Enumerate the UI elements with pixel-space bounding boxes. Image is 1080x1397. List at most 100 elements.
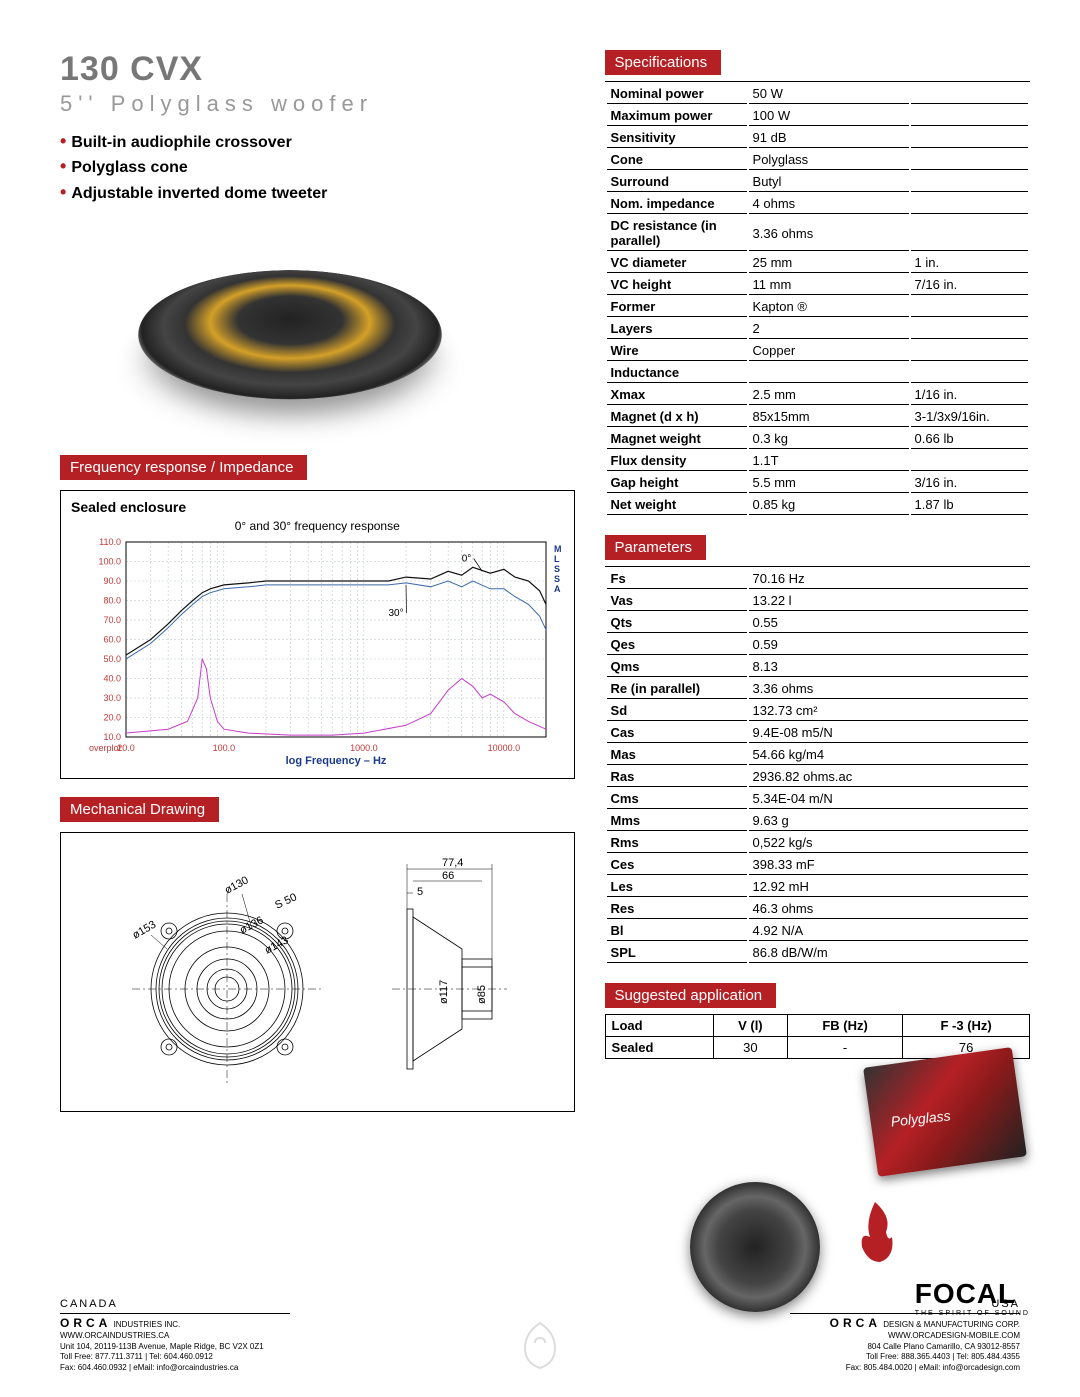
- param-label: Ras: [607, 767, 747, 787]
- svg-text:30.0: 30.0: [103, 693, 121, 703]
- footer-sub: DESIGN & MANUFACTURING CORP.: [883, 1320, 1020, 1329]
- svg-text:77,4: 77,4: [442, 857, 463, 869]
- table-row: Flux density1.1T: [607, 451, 1028, 471]
- svg-text:L: L: [554, 554, 560, 564]
- mech-section-label: Mechanical Drawing: [60, 797, 219, 822]
- spec-label: Magnet (d x h): [607, 407, 747, 427]
- spec-value: 5.5 mm: [749, 473, 909, 493]
- param-label: Ces: [607, 855, 747, 875]
- param-label: Rms: [607, 833, 747, 853]
- spec-value: 11 mm: [749, 275, 909, 295]
- footer-line: 804 Calle Plano Camarillo, CA 93012-8557: [867, 1342, 1020, 1351]
- spec-value-alt: [911, 451, 1028, 471]
- svg-text:5: 5: [417, 886, 423, 898]
- param-value: 132.73 cm²: [749, 701, 1028, 721]
- spec-value-alt: 0.66 lb: [911, 429, 1028, 449]
- spec-label: Flux density: [607, 451, 747, 471]
- spec-value-alt: 3/16 in.: [911, 473, 1028, 493]
- spec-value-alt: [911, 84, 1028, 104]
- svg-text:66: 66: [442, 870, 454, 882]
- footer-usa: USA ORCA DESIGN & MANUFACTURING CORP. WW…: [790, 1297, 1020, 1373]
- spec-label: Layers: [607, 319, 747, 339]
- app-header: Load: [605, 1015, 713, 1037]
- application-table: Load V (l) FB (Hz) F -3 (Hz) Sealed 30 -…: [605, 1014, 1030, 1059]
- svg-text:ø136: ø136: [238, 914, 266, 936]
- table-row: Sensitivity91 dB: [607, 128, 1028, 148]
- spec-value-alt: 3-1/3x9/16in.: [911, 407, 1028, 427]
- svg-text:70.0: 70.0: [103, 615, 121, 625]
- chart-subtitle: 0° and 30° frequency response: [71, 519, 564, 533]
- spec-label: Cone: [607, 150, 747, 170]
- specifications-table: Nominal power50 WMaximum power100 WSensi…: [605, 81, 1030, 517]
- param-value: 12.92 mH: [749, 877, 1028, 897]
- table-row: WireCopper: [607, 341, 1028, 361]
- param-value: 9.63 g: [749, 811, 1028, 831]
- svg-text:1000.0: 1000.0: [350, 743, 378, 753]
- table-row: Qms8.13: [607, 657, 1028, 677]
- spec-value-alt: 1.87 lb: [911, 495, 1028, 515]
- param-value: 4.92 N/A: [749, 921, 1028, 941]
- spec-value: 0.85 kg: [749, 495, 909, 515]
- spec-label: VC height: [607, 275, 747, 295]
- table-row: Nom. impedance4 ohms: [607, 194, 1028, 214]
- param-label: Re (in parallel): [607, 679, 747, 699]
- svg-text:log Frequency – Hz: log Frequency – Hz: [286, 755, 387, 767]
- spec-label: Former: [607, 297, 747, 317]
- param-label: Vas: [607, 591, 747, 611]
- product-title: 130 CVX: [60, 50, 575, 89]
- table-row: Magnet weight0.3 kg0.66 lb: [607, 429, 1028, 449]
- param-value: 3.36 ohms: [749, 679, 1028, 699]
- svg-text:100.0: 100.0: [213, 743, 236, 753]
- spec-value-alt: [911, 194, 1028, 214]
- param-value: 46.3 ohms: [749, 899, 1028, 919]
- footer-line: Toll Free: 877.711.3711 | Tel: 604.460.0…: [60, 1352, 213, 1361]
- table-row: SPL86.8 dB/W/m: [607, 943, 1028, 963]
- table-row: Res46.3 ohms: [607, 899, 1028, 919]
- spec-value: Kapton ®: [749, 297, 909, 317]
- svg-text:60.0: 60.0: [103, 635, 121, 645]
- param-value: 70.16 Hz: [749, 569, 1028, 589]
- spec-value: 2: [749, 319, 909, 339]
- table-row: DC resistance (in parallel)3.36 ohms: [607, 216, 1028, 251]
- table-row: Layers2: [607, 319, 1028, 339]
- freq-section-label: Frequency response / Impedance: [60, 455, 307, 480]
- spec-label: Magnet weight: [607, 429, 747, 449]
- spec-value: 25 mm: [749, 253, 909, 273]
- bullet-item: Polyglass cone: [60, 154, 575, 179]
- svg-text:overplot: overplot: [89, 743, 122, 753]
- spec-value: 1.1T: [749, 451, 909, 471]
- svg-text:ø117: ø117: [438, 980, 450, 1004]
- svg-text:S: S: [554, 574, 560, 584]
- app-section-label: Suggested application: [605, 983, 777, 1008]
- table-row: Rms0,522 kg/s: [607, 833, 1028, 853]
- footer-brand: ORCA: [60, 1316, 111, 1330]
- freq-chart: 10.020.030.040.050.060.070.080.090.0100.…: [71, 537, 564, 772]
- spec-value: 85x15mm: [749, 407, 909, 427]
- param-value: 54.66 kg/m4: [749, 745, 1028, 765]
- svg-text:90.0: 90.0: [103, 576, 121, 586]
- param-label: Fs: [607, 569, 747, 589]
- spec-value: 0.3 kg: [749, 429, 909, 449]
- table-row: Cas9.4E-08 m5/N: [607, 723, 1028, 743]
- spec-value: 100 W: [749, 106, 909, 126]
- param-label: Sd: [607, 701, 747, 721]
- svg-text:10.0: 10.0: [103, 732, 121, 742]
- table-row: Nominal power50 W: [607, 84, 1028, 104]
- footer-line: Fax: 604.460.0932 | eMail: info@orcaindu…: [60, 1363, 238, 1372]
- app-header: FB (Hz): [787, 1015, 902, 1037]
- footer-country: USA: [790, 1297, 1020, 1314]
- chart-enclosure-title: Sealed enclosure: [71, 499, 564, 515]
- table-row: Ras2936.82 ohms.ac: [607, 767, 1028, 787]
- app-cell: Sealed: [605, 1037, 713, 1059]
- param-value: 13.22 l: [749, 591, 1028, 611]
- footer-brand: ORCA: [830, 1316, 881, 1330]
- spec-value-alt: [911, 341, 1028, 361]
- svg-text:ø85: ø85: [476, 985, 488, 1004]
- spec-value: 91 dB: [749, 128, 909, 148]
- app-cell: -: [787, 1037, 902, 1059]
- spec-value-alt: 7/16 in.: [911, 275, 1028, 295]
- freq-chart-svg: 10.020.030.040.050.060.070.080.090.0100.…: [71, 537, 561, 767]
- focal-flame-icon: [850, 1197, 900, 1267]
- spec-value-alt: [911, 363, 1028, 383]
- svg-text:80.0: 80.0: [103, 596, 121, 606]
